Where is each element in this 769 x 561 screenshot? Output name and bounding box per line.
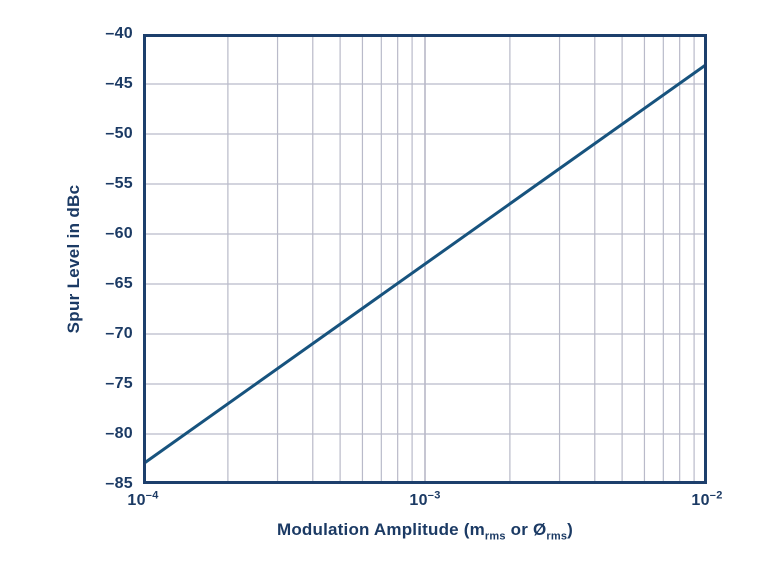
y-tick-label: –55 <box>105 175 133 192</box>
y-tick-label: –70 <box>105 325 133 342</box>
x-axis-title-subscript: rms <box>484 530 506 543</box>
y-tick-label: –75 <box>105 375 133 392</box>
x-axis-title-text: or Ø <box>505 520 547 539</box>
plot-frame <box>143 34 707 484</box>
y-tick-label: –40 <box>105 25 133 42</box>
y-tick-label: –60 <box>105 225 133 242</box>
x-axis-title: Modulation Amplitude (mrms or Ørms) <box>143 520 707 543</box>
y-axis-title: Spur Level in dBc <box>64 184 83 334</box>
x-tick-base: 10 <box>127 492 146 509</box>
y-tick-label: –50 <box>105 125 133 142</box>
y-tick-label: –65 <box>105 275 133 292</box>
x-tick-label: 10–4 <box>101 489 185 511</box>
x-tick-exponent: –4 <box>145 489 159 502</box>
plot-canvas <box>143 34 707 484</box>
plot-area <box>143 34 707 484</box>
x-axis-title-subscript: rms <box>546 530 568 543</box>
data-line-spur-level-line <box>143 62 707 466</box>
x-tick-label: 10–2 <box>665 489 749 511</box>
y-tick-label: –45 <box>105 75 133 92</box>
x-axis-title-text: ) <box>567 520 574 539</box>
x-tick-label: 10–3 <box>383 489 467 511</box>
x-tick-exponent: –3 <box>427 489 441 502</box>
y-tick-label: –80 <box>105 425 133 442</box>
x-tick-base: 10 <box>409 492 428 509</box>
x-tick-exponent: –2 <box>709 489 723 502</box>
x-tick-base: 10 <box>691 492 710 509</box>
y-tick-label: –85 <box>105 475 133 492</box>
x-axis-title-text: Modulation Amplitude (m <box>276 520 485 539</box>
